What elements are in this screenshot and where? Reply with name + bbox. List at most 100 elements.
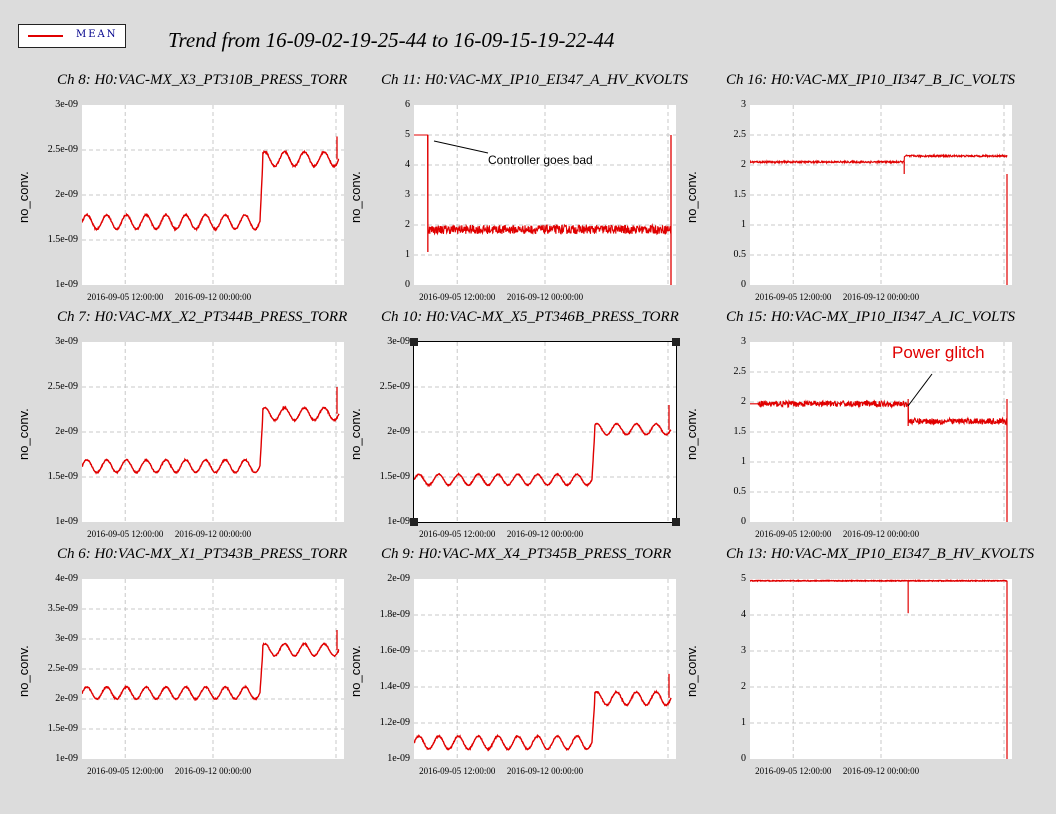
plot-area[interactable]	[750, 579, 1012, 759]
x-tick-label: 2016-09-05 12:00:00	[755, 529, 832, 539]
panel-title: Ch 16: H0:VAC-MX_IP10_II347_B_IC_VOLTS	[726, 72, 1015, 88]
y-tick-label: 3	[741, 99, 746, 110]
series-line	[414, 422, 672, 488]
y-tick-label: 4	[741, 609, 746, 620]
y-tick-label: 2e-09	[387, 573, 410, 584]
annotation-power-glitch: Power glitch	[892, 343, 985, 362]
selection-handle[interactable]	[410, 518, 418, 526]
y-tick-label: 1.6e-09	[379, 645, 410, 656]
y-tick-label: 1	[741, 219, 746, 230]
y-tick-label: 2e-09	[55, 426, 78, 437]
series-line	[82, 641, 340, 702]
y-tick-label: 1.2e-09	[379, 717, 410, 728]
y-tick-label: 3e-09	[55, 99, 78, 110]
series-line	[414, 689, 672, 752]
plot-svg	[750, 579, 1012, 759]
panel-title: Ch 9: H0:VAC-MX_X4_PT345B_PRESS_TORR	[381, 546, 672, 562]
y-tick-label: 1.5e-09	[379, 471, 410, 482]
y-tick-label: 1.5	[733, 426, 747, 437]
plot-svg	[414, 105, 676, 285]
panel-title: Ch 13: H0:VAC-MX_IP10_EI347_B_HV_KVOLTS	[726, 546, 1035, 562]
y-tick-label: 1e-09	[387, 753, 410, 764]
panel-title: Ch 15: H0:VAC-MX_IP10_II347_A_IC_VOLTS	[726, 309, 1015, 325]
y-tick-label: 2.5	[733, 129, 747, 140]
y-tick-label: 2.5	[733, 366, 747, 377]
chart-main-title: Trend from 16-09-02-19-25-44 to 16-09-15…	[168, 28, 615, 52]
plot-area[interactable]	[750, 105, 1012, 285]
y-tick-label: 2.5e-09	[47, 663, 78, 674]
legend-label: MEAN	[76, 29, 118, 40]
x-tick-label: 2016-09-05 12:00:00	[755, 766, 832, 776]
panel-title: Ch 6: H0:VAC-MX_X1_PT343B_PRESS_TORR	[57, 546, 348, 562]
y-tick-label: 1	[741, 717, 746, 728]
y-tick-label: 1.5e-09	[47, 234, 78, 245]
x-tick-label: 2016-09-12 00:00:00	[842, 292, 920, 302]
x-tick-label: 2016-09-05 12:00:00	[419, 766, 496, 776]
y-tick-label: 3e-09	[55, 336, 78, 347]
y-tick-label: 1	[741, 456, 746, 467]
panel-title: Ch 10: H0:VAC-MX_X5_PT346B_PRESS_TORR	[381, 309, 679, 325]
y-tick-label: 2	[741, 396, 746, 407]
x-tick-label: 2016-09-05 12:00:00	[419, 292, 496, 302]
plot-area[interactable]	[414, 105, 676, 285]
x-tick-label: 2016-09-05 12:00:00	[755, 292, 832, 302]
x-tick-label: 2016-09-12 00:00:00	[842, 766, 920, 776]
y-tick-label: 1e-09	[387, 516, 410, 527]
selection-handle[interactable]	[672, 518, 680, 526]
x-tick-label: 2016-09-05 12:00:00	[419, 529, 496, 539]
legend-box: MEAN	[18, 24, 126, 48]
x-tick-label: 2016-09-12 00:00:00	[174, 529, 252, 539]
plot-area[interactable]	[82, 342, 344, 522]
y-tick-label: 1e-09	[55, 516, 78, 527]
plot-area[interactable]	[82, 579, 344, 759]
x-tick-label: 2016-09-12 00:00:00	[174, 292, 252, 302]
y-tick-label: 0	[741, 753, 746, 764]
y-tick-label: 1.5e-09	[47, 471, 78, 482]
y-tick-label: 2e-09	[55, 693, 78, 704]
y-tick-label: 6	[405, 99, 410, 110]
y-tick-label: 1e-09	[55, 753, 78, 764]
x-tick-label: 2016-09-05 12:00:00	[87, 766, 164, 776]
y-tick-label: 3e-09	[55, 633, 78, 644]
selection-handle[interactable]	[672, 338, 680, 346]
y-tick-label: 5	[405, 129, 410, 140]
y-tick-label: 1.4e-09	[379, 681, 410, 692]
y-tick-label: 2	[741, 681, 746, 692]
plot-area[interactable]	[82, 105, 344, 285]
y-tick-label: 4e-09	[55, 573, 78, 584]
y-tick-label: 3	[741, 645, 746, 656]
y-tick-label: 2.5e-09	[47, 381, 78, 392]
y-tick-label: 3e-09	[387, 336, 410, 347]
series-line	[750, 399, 1008, 426]
series-line	[414, 134, 672, 236]
x-tick-label: 2016-09-12 00:00:00	[174, 766, 252, 776]
plot-svg	[414, 579, 676, 759]
y-tick-label: 3.5e-09	[47, 603, 78, 614]
plot-area[interactable]	[413, 341, 677, 523]
panel-title: Ch 7: H0:VAC-MX_X2_PT344B_PRESS_TORR	[57, 309, 348, 325]
y-tick-label: 0.5	[733, 486, 747, 497]
plot-svg	[82, 342, 344, 522]
series-line	[82, 405, 340, 475]
annotation-pointer	[907, 373, 933, 407]
series-line	[750, 153, 1008, 165]
plot-svg	[82, 579, 344, 759]
y-tick-label: 2e-09	[55, 189, 78, 200]
y-tick-label: 4	[405, 159, 410, 170]
selection-handle[interactable]	[410, 338, 418, 346]
x-tick-label: 2016-09-12 00:00:00	[506, 766, 584, 776]
x-tick-label: 2016-09-12 00:00:00	[506, 292, 584, 302]
y-tick-label: 1.5	[733, 189, 747, 200]
plot-area[interactable]	[750, 342, 1012, 522]
y-tick-label: 2.5e-09	[47, 144, 78, 155]
y-tick-label: 0.5	[733, 249, 747, 260]
annotation-pointer	[433, 140, 489, 154]
series-line	[82, 149, 340, 232]
y-tick-label: 0	[741, 279, 746, 290]
legend-swatch	[28, 35, 63, 37]
y-tick-label: 3	[405, 189, 410, 200]
plot-svg	[414, 342, 676, 522]
y-tick-label: 1e-09	[55, 279, 78, 290]
plot-area[interactable]	[414, 579, 676, 759]
y-tick-label: 1.5e-09	[47, 723, 78, 734]
